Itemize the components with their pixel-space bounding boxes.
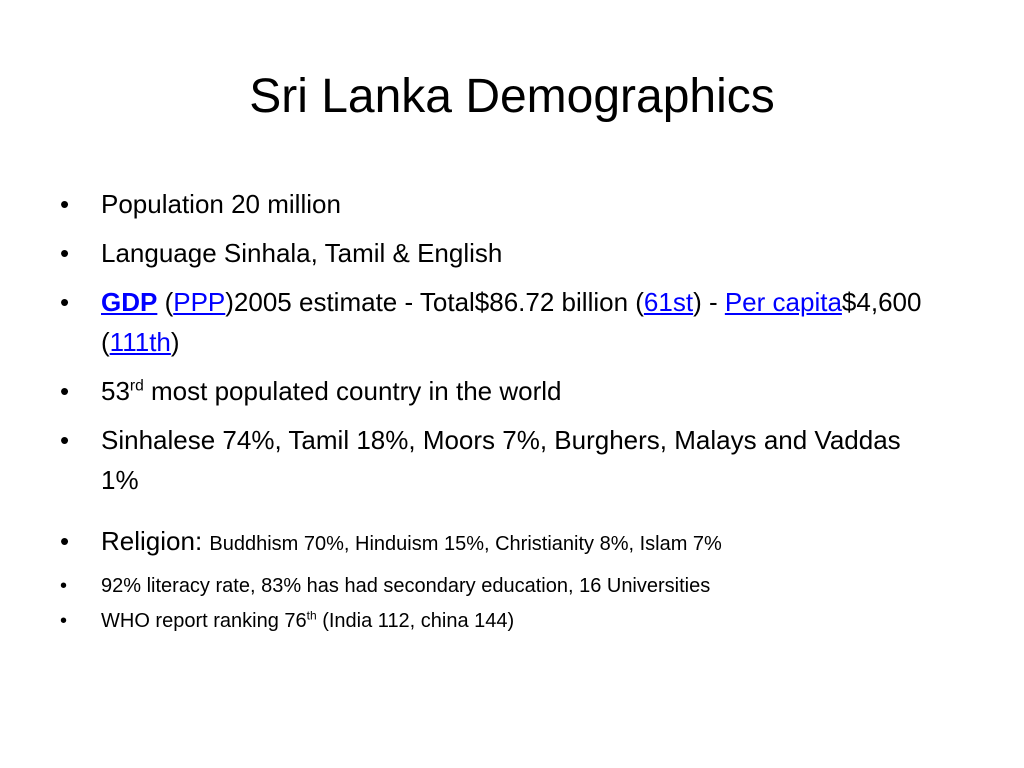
bullet-language: • Language Sinhala, Tamil & English <box>60 233 940 273</box>
bullet-marker: • <box>60 189 70 219</box>
bullet-list: • Population 20 million • Language Sinha… <box>60 184 940 636</box>
per-capita-rank-link[interactable]: 111th <box>109 327 171 357</box>
bullet-marker: • <box>60 610 68 632</box>
bullet-marker: • <box>60 238 70 268</box>
literacy-text: 92% literacy rate, 83% has had secondary… <box>101 575 711 597</box>
bullet-marker: • <box>60 287 70 317</box>
who-prefix: WHO report ranking 76 <box>101 610 307 632</box>
bullet-who: • WHO report ranking 76th (India 112, ch… <box>60 607 940 636</box>
populated-suffix: rd <box>129 377 144 395</box>
religion-label: Religion: <box>101 526 210 556</box>
gdp-link[interactable]: GDP <box>101 287 158 317</box>
gdp-estimate-text: )2005 estimate - Total$86.72 billion ( <box>225 287 644 317</box>
bullet-gdp: • GDP (PPP)2005 estimate - Total$86.72 b… <box>60 282 940 362</box>
who-suffix: th <box>306 608 317 623</box>
ppp-link[interactable]: PPP <box>173 287 226 317</box>
bullet-population: • Population 20 million <box>60 184 940 224</box>
ethnic-text: Sinhalese 74%, Tamil 18%, Moors 7%, Burg… <box>101 425 901 495</box>
bullet-marker: • <box>60 376 70 406</box>
religion-detail: Buddhism 70%, Hinduism 15%, Christianity… <box>209 533 722 555</box>
bullet-marker: • <box>60 575 68 597</box>
gdp-open-paren: ( <box>157 287 174 317</box>
who-rest: (India 112, china 144) <box>316 610 515 632</box>
per-capita-value: $4,600 ( <box>101 287 922 357</box>
slide-title: Sri Lanka Demographics <box>249 70 775 123</box>
bullet-ethnic: • Sinhalese 74%, Tamil 18%, Moors 7%, Bu… <box>60 420 940 500</box>
bullet-marker: • <box>60 526 70 556</box>
bullet-marker: • <box>60 425 70 455</box>
bullet-populated: • 53rd most populated country in the wor… <box>60 371 940 411</box>
populated-number: 53 <box>101 376 130 406</box>
bullet-literacy: • 92% literacy rate, 83% has had seconda… <box>60 572 940 601</box>
per-capita-link[interactable]: Per capita <box>724 287 842 317</box>
gdp-close-paren: ) <box>170 327 180 357</box>
populated-rest: most populated country in the world <box>143 376 562 406</box>
population-text: Population 20 million <box>101 189 341 219</box>
gdp-rank-link[interactable]: 61st <box>643 287 694 317</box>
gdp-dash-text: ) - <box>693 287 725 317</box>
bullet-religion: • Religion: Buddhism 70%, Hinduism 15%, … <box>60 521 940 564</box>
language-text: Language Sinhala, Tamil & English <box>101 238 503 268</box>
